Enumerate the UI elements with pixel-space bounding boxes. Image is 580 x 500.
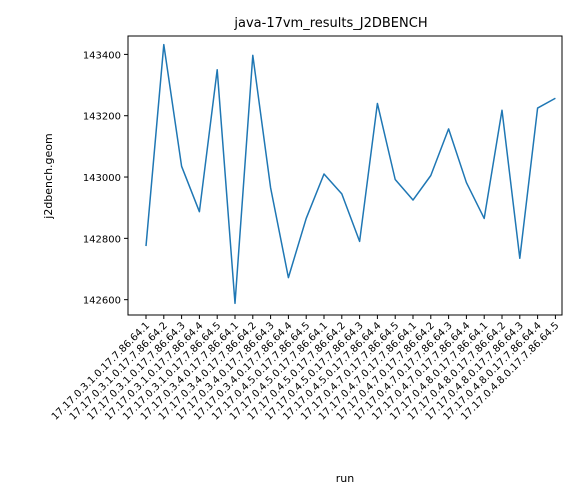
y-tick-label: 143000: [83, 173, 121, 184]
series-line: [146, 45, 555, 304]
chart-title: java-17vm_results_J2DBENCH: [233, 16, 427, 31]
x-axis-ticks: 17.17.0.3.1.0.17.7.86.64.117.17.0.3.1.0.…: [50, 315, 562, 423]
y-axis-label: j2dbench.geom: [42, 133, 55, 219]
y-tick-label: 142800: [83, 234, 121, 245]
plot-area: [128, 36, 562, 315]
plot-frame: [128, 36, 562, 315]
x-axis-label: run: [336, 472, 354, 485]
y-tick-label: 143400: [83, 50, 121, 61]
y-tick-label: 143200: [83, 112, 121, 123]
y-tick-label: 142600: [83, 296, 121, 307]
y-axis-ticks: 142600 142800 143000 143200 143400: [83, 50, 128, 306]
